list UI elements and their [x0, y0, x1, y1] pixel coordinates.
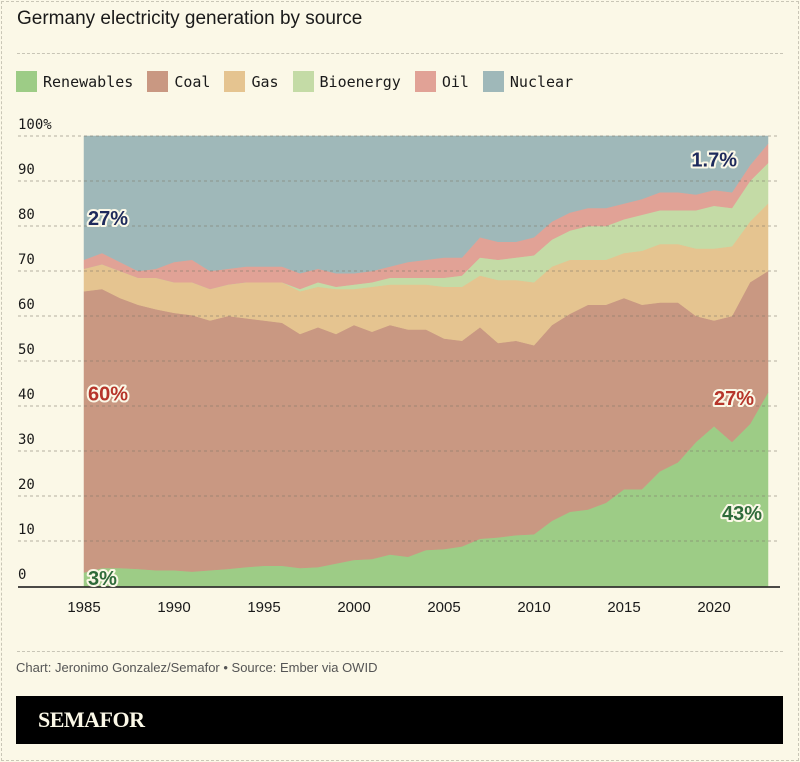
x-tick-label: 2010	[517, 599, 550, 616]
legend-item-gas: Gas	[224, 71, 279, 92]
annotation-renewables: 3%	[88, 568, 117, 590]
legend-swatch	[16, 71, 37, 92]
y-tick-label: 50	[18, 342, 35, 358]
legend: Renewables Coal Gas Bioenergy Oil Nuclear	[16, 71, 573, 92]
brand-bar: SEMAFOR	[16, 696, 783, 744]
legend-swatch	[224, 71, 246, 92]
legend-label: Bioenergy	[319, 72, 401, 91]
footer-divider	[17, 651, 783, 652]
legend-item-renewables: Renewables	[16, 71, 133, 92]
y-tick-label: 60	[18, 297, 35, 313]
stacked-area-chart: 0 10 20 30 40 50 60 70 80 90 100% 1985 1990 1995 2000 2…	[18, 117, 780, 616]
y-tick-label: 100%	[18, 117, 52, 133]
x-tick-label: 2020	[697, 599, 730, 616]
y-tick-label: 0	[18, 567, 26, 583]
x-tick-label: 2005	[427, 599, 460, 616]
legend-swatch	[147, 71, 169, 92]
annotation-nuclear: 1.7%	[691, 150, 737, 172]
legend-swatch	[414, 71, 436, 92]
legend-item-bioenergy: Bioenergy	[292, 71, 401, 92]
y-tick-label: 40	[18, 387, 35, 403]
x-tick-label: 1990	[157, 599, 190, 616]
y-tick-label: 70	[18, 252, 35, 268]
legend-label: Renewables	[43, 72, 134, 91]
legend-item-coal: Coal	[147, 71, 210, 92]
annotation-coal: 60%	[88, 384, 128, 406]
legend-label: Nuclear	[509, 72, 574, 91]
x-tick-label: 2000	[337, 599, 370, 616]
chart-title: Germany electricity generation by source	[17, 8, 363, 29]
annotation-renewables: 43%	[722, 503, 762, 525]
y-tick-label: 10	[18, 522, 35, 538]
x-tick-label: 1995	[247, 599, 280, 616]
legend-label: Gas	[251, 72, 279, 91]
x-tick-label: 2015	[607, 599, 640, 616]
y-tick-label: 80	[18, 207, 35, 223]
annotation-nuclear: 27%	[88, 208, 128, 230]
legend-item-nuclear: Nuclear	[482, 71, 574, 92]
legend-item-oil: Oil	[414, 71, 469, 92]
y-tick-label: 90	[18, 162, 35, 178]
legend-label: Coal	[174, 72, 211, 91]
legend-swatch	[482, 71, 504, 92]
legend-label: Oil	[441, 72, 469, 91]
y-tick-label: 30	[18, 432, 35, 448]
legend-swatch	[292, 71, 314, 92]
source-credit: Chart: Jeronimo Gonzalez/Semafor • Sourc…	[16, 660, 378, 675]
title-divider	[17, 53, 783, 54]
annotation-coal: 27%	[714, 388, 754, 410]
semafor-logo: SEMAFOR	[38, 707, 145, 732]
y-tick-label: 20	[18, 477, 35, 493]
x-tick-label: 1985	[67, 599, 100, 616]
